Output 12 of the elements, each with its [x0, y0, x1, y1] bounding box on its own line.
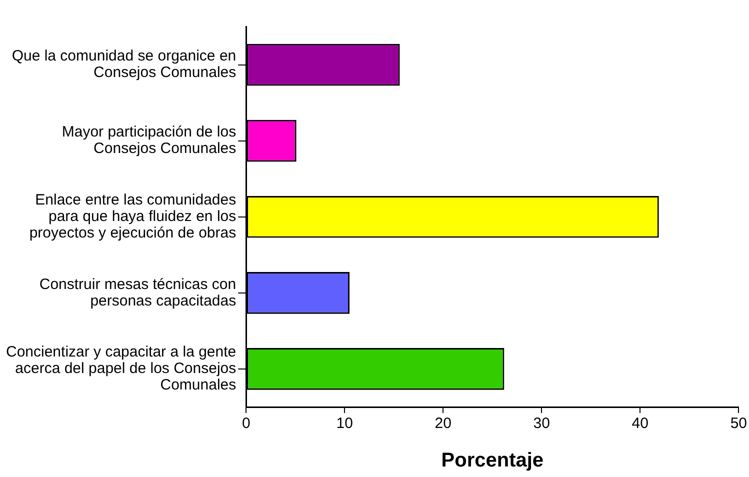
x-axis-title: Porcentaje: [441, 450, 544, 472]
y-tick-label: Mayor participación de los Consejos Comunales: [62, 124, 236, 158]
x-tick-label: 20: [434, 415, 452, 432]
y-tick-label: Enlace entre las comunidades para que haya fluidez en los proyectos y ejecución de obras: [29, 192, 236, 242]
y-tick-label: Concientizar y capacitar a la gente acerca del papel de los Consejos Comunales: [6, 344, 236, 394]
x-tick-label: 0: [242, 415, 250, 432]
x-tick-label: 10: [336, 415, 353, 432]
y-tick-label: Que la comunidad se organice en Consejos Comunales: [12, 48, 236, 82]
x-tick-label: 30: [533, 415, 550, 432]
x-tick-label: 40: [632, 415, 648, 432]
x-tick-label: 50: [730, 415, 747, 432]
y-tick-label: Construir mesas técnicas con personas capacitadas: [39, 276, 236, 310]
